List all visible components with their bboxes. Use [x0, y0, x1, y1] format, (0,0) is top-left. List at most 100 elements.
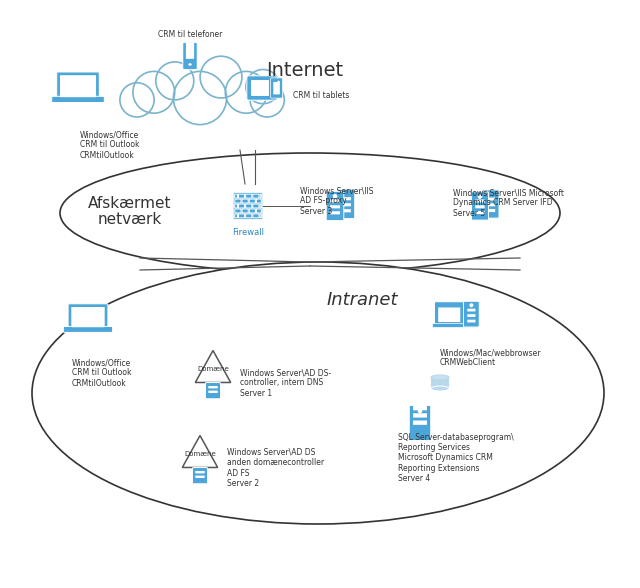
FancyBboxPatch shape	[71, 307, 105, 328]
FancyBboxPatch shape	[251, 80, 269, 96]
FancyBboxPatch shape	[409, 406, 431, 440]
FancyBboxPatch shape	[435, 302, 464, 326]
FancyBboxPatch shape	[242, 199, 248, 203]
Text: Afskærmet: Afskærmet	[88, 195, 172, 211]
FancyBboxPatch shape	[246, 214, 252, 218]
FancyBboxPatch shape	[433, 323, 477, 328]
FancyBboxPatch shape	[208, 390, 218, 393]
FancyBboxPatch shape	[183, 42, 197, 69]
FancyBboxPatch shape	[235, 199, 241, 203]
FancyBboxPatch shape	[260, 204, 261, 208]
FancyBboxPatch shape	[193, 467, 207, 484]
FancyBboxPatch shape	[195, 471, 205, 473]
FancyBboxPatch shape	[235, 214, 237, 218]
FancyBboxPatch shape	[186, 42, 194, 59]
FancyBboxPatch shape	[341, 203, 351, 206]
FancyBboxPatch shape	[246, 204, 252, 208]
Text: Windows Server\IIS Microsoft
Dynamics CRM Server IFD
Server 5: Windows Server\IIS Microsoft Dynamics CR…	[453, 188, 564, 218]
Text: Windows Server\AD DS-
controller, intern DNS
Server 1: Windows Server\AD DS- controller, intern…	[240, 368, 331, 398]
FancyBboxPatch shape	[273, 82, 280, 95]
Text: CRM til telefoner: CRM til telefoner	[158, 30, 222, 39]
Circle shape	[133, 71, 175, 113]
Ellipse shape	[431, 386, 449, 391]
FancyBboxPatch shape	[476, 211, 484, 214]
Text: Intranet: Intranet	[326, 291, 397, 309]
Text: Windows/Mac/webbrowser
CRMWebClient: Windows/Mac/webbrowser CRMWebClient	[440, 348, 541, 368]
FancyBboxPatch shape	[326, 191, 344, 220]
Text: Windows Server\AD DS
anden domænecontroller
AD FS
Server 2: Windows Server\AD DS anden domænecontrol…	[227, 448, 324, 488]
FancyBboxPatch shape	[257, 209, 261, 213]
Text: Windows/Office
CRM til Outlook
CRMtilOutlook: Windows/Office CRM til Outlook CRMtilOut…	[72, 358, 131, 388]
FancyBboxPatch shape	[413, 406, 427, 410]
FancyBboxPatch shape	[472, 192, 488, 220]
FancyBboxPatch shape	[235, 204, 237, 208]
Text: Internet: Internet	[266, 61, 344, 79]
FancyBboxPatch shape	[337, 189, 355, 219]
FancyBboxPatch shape	[271, 78, 282, 98]
FancyBboxPatch shape	[234, 193, 262, 219]
FancyBboxPatch shape	[330, 199, 340, 202]
Polygon shape	[195, 350, 230, 382]
FancyBboxPatch shape	[253, 204, 259, 208]
FancyBboxPatch shape	[239, 194, 244, 198]
FancyBboxPatch shape	[341, 197, 351, 201]
FancyBboxPatch shape	[341, 209, 351, 212]
FancyBboxPatch shape	[249, 209, 255, 213]
Circle shape	[200, 56, 242, 98]
FancyBboxPatch shape	[68, 304, 108, 330]
FancyBboxPatch shape	[413, 420, 427, 425]
FancyBboxPatch shape	[63, 326, 113, 332]
Ellipse shape	[333, 194, 337, 199]
FancyBboxPatch shape	[431, 377, 449, 389]
Text: netværk: netværk	[98, 212, 162, 228]
FancyBboxPatch shape	[195, 476, 205, 478]
FancyBboxPatch shape	[205, 382, 221, 399]
FancyBboxPatch shape	[260, 214, 261, 218]
FancyBboxPatch shape	[257, 199, 261, 203]
Text: Domæne: Domæne	[184, 450, 216, 457]
Text: CRM til tablets: CRM til tablets	[293, 92, 349, 101]
FancyBboxPatch shape	[247, 76, 277, 100]
FancyBboxPatch shape	[260, 194, 261, 198]
FancyBboxPatch shape	[249, 199, 255, 203]
FancyBboxPatch shape	[246, 194, 252, 198]
FancyBboxPatch shape	[486, 203, 495, 206]
Ellipse shape	[431, 375, 449, 380]
FancyBboxPatch shape	[486, 198, 495, 201]
Text: Windows/Office
CRM til Outlook
CRMtilOutlook: Windows/Office CRM til Outlook CRMtilOut…	[80, 130, 140, 160]
Ellipse shape	[277, 81, 280, 83]
Polygon shape	[182, 436, 218, 467]
FancyBboxPatch shape	[476, 199, 484, 202]
FancyBboxPatch shape	[463, 301, 479, 327]
FancyBboxPatch shape	[467, 309, 476, 312]
FancyBboxPatch shape	[52, 96, 104, 102]
Circle shape	[156, 62, 194, 100]
FancyBboxPatch shape	[486, 209, 495, 212]
Ellipse shape	[32, 262, 604, 524]
Circle shape	[173, 71, 227, 125]
FancyBboxPatch shape	[60, 75, 96, 97]
FancyBboxPatch shape	[57, 72, 99, 101]
FancyBboxPatch shape	[235, 209, 241, 213]
FancyBboxPatch shape	[476, 205, 484, 208]
FancyBboxPatch shape	[438, 308, 460, 322]
FancyBboxPatch shape	[330, 211, 340, 215]
FancyBboxPatch shape	[482, 190, 499, 218]
Text: Windows Server\IIS
AD FS-proxy
Server 3: Windows Server\IIS AD FS-proxy Server 3	[300, 186, 374, 216]
FancyBboxPatch shape	[253, 194, 259, 198]
FancyBboxPatch shape	[330, 205, 340, 208]
Ellipse shape	[469, 303, 474, 308]
Text: SQL Server-databaseprogram\
Reporting Services
Microsoft Dynamics CRM
Reporting : SQL Server-databaseprogram\ Reporting Se…	[398, 433, 514, 483]
FancyBboxPatch shape	[467, 320, 476, 322]
FancyBboxPatch shape	[413, 413, 427, 417]
Ellipse shape	[418, 409, 422, 413]
FancyBboxPatch shape	[208, 386, 218, 389]
Circle shape	[225, 71, 267, 113]
Circle shape	[246, 69, 280, 103]
Circle shape	[120, 83, 154, 117]
FancyBboxPatch shape	[239, 214, 244, 218]
FancyBboxPatch shape	[239, 204, 244, 208]
FancyBboxPatch shape	[467, 314, 476, 317]
FancyBboxPatch shape	[235, 194, 237, 198]
Ellipse shape	[60, 153, 560, 273]
